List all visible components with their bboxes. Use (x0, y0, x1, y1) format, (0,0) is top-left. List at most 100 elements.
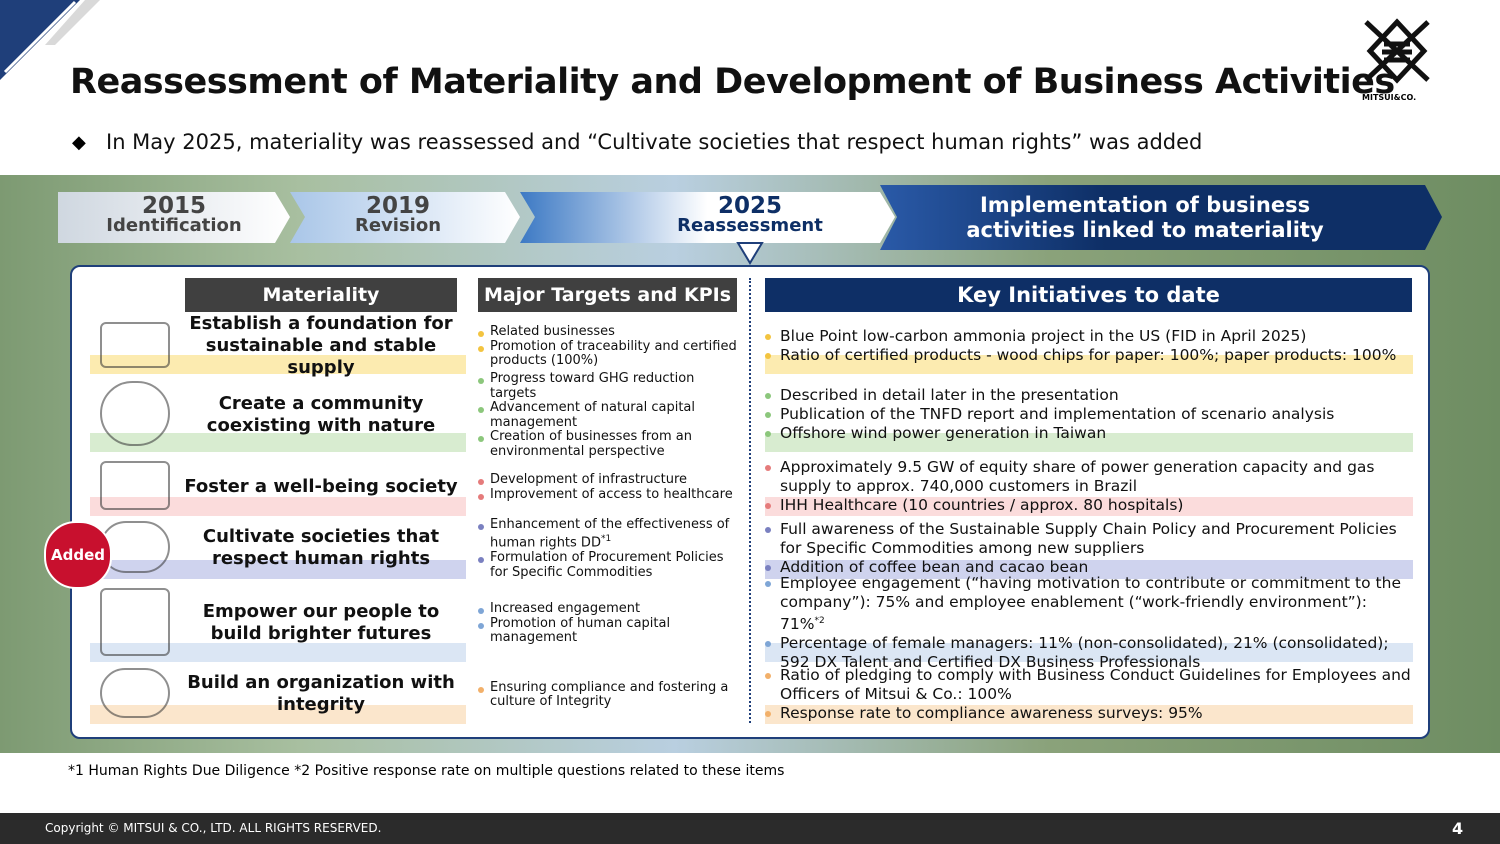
initiative-item: Offshore wind power generation in Taiwan (765, 424, 1415, 443)
timeline-label: Reassessment (677, 215, 823, 236)
page-number: 4 (1452, 819, 1464, 838)
bullet-dot (765, 641, 771, 648)
kpi-list: Related businesses Promotion of traceabil… (478, 320, 740, 374)
initiative-item: Blue Point low-carbon ammonia project in… (765, 327, 1415, 346)
kpi-item: Enhancement of the effectiveness of huma… (478, 516, 740, 551)
kpi-text: Development of infrastructure (490, 472, 688, 487)
bullet-dot (478, 608, 484, 615)
row-band (90, 560, 466, 579)
kpi-text: Related businesses (490, 324, 615, 340)
kpi-item: Related businesses (478, 325, 740, 340)
timeline (58, 185, 1442, 265)
kpi-text: Promotion of traceability and certified … (490, 338, 737, 369)
logo-text: MITSUI&CO. (1362, 93, 1417, 102)
row-band (765, 643, 1413, 662)
row-icon (100, 668, 170, 718)
materiality: Establish a foundation for sustainable a… (189, 313, 453, 378)
bullet-dot (478, 436, 484, 442)
timeline-step: Implementation of business activities li… (945, 193, 1345, 243)
kpi-text: Formulation of Procurement Policies for … (490, 550, 724, 580)
kpi-item: Increased engagement (478, 602, 740, 617)
timeline-step: 2019 Revision (198, 193, 598, 236)
kpi-list: Ensuring compliance and fostering a cult… (478, 666, 740, 724)
initiative-text: Described in detail later in the present… (780, 386, 1119, 404)
kpi-list: Increased engagement Promotion of human c… (478, 586, 740, 662)
title: Reassessment of Materiality and Developm… (70, 62, 1395, 102)
corner-deco (0, 0, 100, 80)
kpi-text: Promotion of human capital management (490, 615, 671, 646)
timeline-label: Implementation of business activities li… (966, 193, 1324, 242)
bullet-dot (765, 580, 771, 587)
initiative-item: Ratio of pledging to comply with Busines… (765, 666, 1415, 704)
initiative-item: Response rate to compliance awareness su… (765, 704, 1415, 723)
kpi-item: Promotion of traceability and certified … (478, 338, 740, 369)
kpi-list: Development of infrastructure Improvement… (478, 459, 740, 516)
bullet: ◆ (72, 132, 86, 153)
kpi-item: Progress toward GHG reduction targets (478, 371, 740, 401)
materiality: Create a community coexisting with natur… (206, 392, 436, 436)
kpi-text: Ensuring compliance and fostering a cult… (490, 679, 729, 709)
timeline-year: 2015 (141, 193, 206, 219)
header-materiality: Materiality (185, 278, 457, 312)
row-band (90, 433, 466, 452)
row-band (90, 355, 466, 374)
kpi-list: Progress toward GHG reduction targets Adv… (478, 371, 740, 458)
bullet-dot (765, 393, 771, 399)
row-band (90, 497, 466, 516)
initiative-item: Publication of the TNFD report and imple… (765, 405, 1415, 424)
timeline-label: Identification (106, 215, 242, 236)
initiative-list: Approximately 9.5 GW of equity share of … (765, 457, 1415, 516)
initiative-text: Ratio of certified products - wood chips… (780, 346, 1397, 364)
initiative-text: Publication of the TNFD report and imple… (780, 405, 1335, 423)
timeline-year: 2019 (365, 193, 430, 219)
bullet-dot (765, 526, 771, 533)
subtitle: In May 2025, materiality was reassessed … (106, 130, 1203, 154)
row-band (90, 705, 466, 724)
bullet-dot (478, 523, 484, 530)
kpi-item: Improvement of access to healthcare (478, 486, 740, 503)
footer-bar (0, 813, 1500, 844)
initiative-item: Percentage of female managers: 11% (non-… (765, 634, 1415, 672)
bullet-dot (765, 353, 771, 359)
kpi-item: Creation of businesses from an environme… (478, 429, 740, 459)
bullet-dot (765, 431, 771, 437)
materiality: Cultivate societies that respect human r… (202, 526, 440, 569)
bullet-dot (478, 378, 484, 384)
footnote-mark: *1 (600, 534, 612, 545)
row-icon (100, 381, 170, 446)
kpi-text: Creation of businesses from an environme… (490, 429, 692, 459)
row-band (765, 433, 1413, 452)
row-band (765, 497, 1413, 516)
bullet-dot (478, 479, 484, 485)
initiative-item: IHH Healthcare (10 countries / approx. 8… (765, 496, 1415, 515)
bullet-dot (478, 686, 484, 693)
bullet-dot (765, 672, 771, 679)
divider (749, 278, 751, 723)
initiative-text: Approximately 9.5 GW of equity share of … (780, 458, 1375, 495)
timeline-step: 2025 Reassessment (550, 195, 950, 236)
kpi-item: Formulation of Procurement Policies for … (478, 551, 740, 580)
row-band (765, 705, 1413, 724)
initiative-list: Blue Point low-carbon ammonia project in… (765, 318, 1415, 374)
materiality: Empower our people to build brighter fut… (202, 601, 440, 644)
kpi-item: Promotion of human capital management (478, 615, 740, 646)
bullet-dot (478, 622, 484, 629)
initiative-item: Employee engagement (“having motivation … (765, 574, 1415, 634)
kpi-text: Enhancement of the effectiveness of huma… (490, 516, 730, 551)
bullet-dot (478, 407, 484, 413)
initiative-text: Ratio of pledging to comply with Busines… (780, 665, 1411, 703)
bullet-dot (765, 412, 771, 418)
header-initiatives: Key Initiatives to date (765, 278, 1412, 312)
bullet-dot (765, 710, 771, 717)
materiality: Build an organization with integrity (187, 672, 455, 715)
kpi-text: Increased engagement (490, 601, 641, 617)
initiative-text: Employee engagement (“having motivation … (780, 573, 1401, 634)
kpi-text: Improvement of access to healthcare (490, 486, 733, 502)
kpi-list: Enhancement of the effectiveness of huma… (478, 516, 740, 580)
initiative-text: IHH Healthcare (10 countries / approx. 8… (780, 496, 1184, 514)
bullet-dot (478, 557, 484, 564)
initiative-item: Ratio of certified products - wood chips… (765, 346, 1415, 365)
header-kpis: Major Targets and KPIs (478, 278, 737, 312)
footnote: *1 Human Rights Due Diligence *2 Positiv… (68, 763, 785, 779)
